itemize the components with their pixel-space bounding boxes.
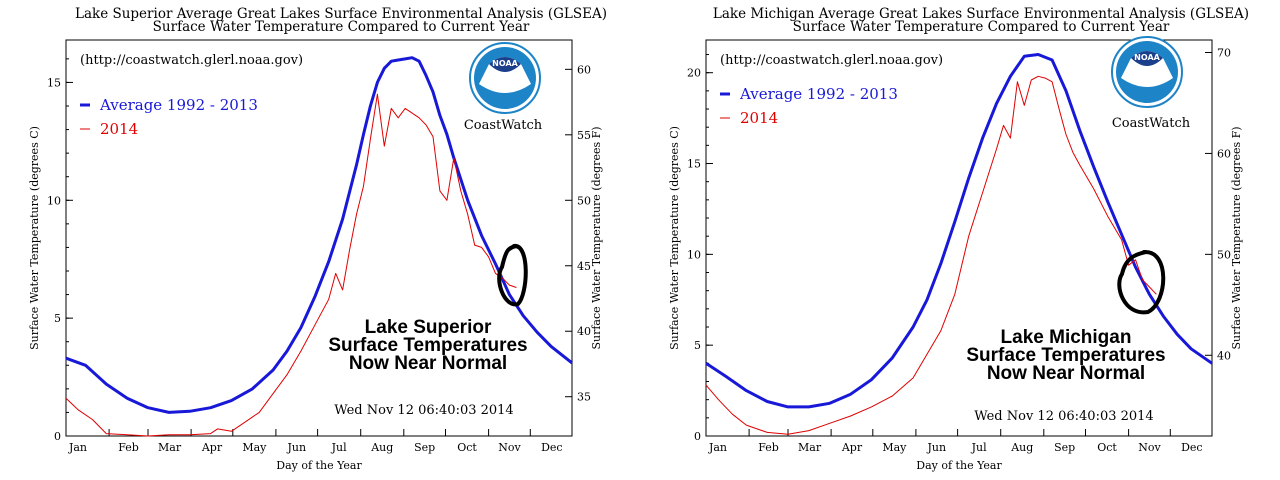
y-right-tick-label: 40	[577, 325, 591, 338]
x-tick-label: Jan	[708, 441, 727, 454]
chart-svg: Lake Michigan Average Great Lakes Surfac…	[668, 6, 1249, 472]
y-right-tick-label: 70	[1217, 47, 1231, 60]
chart-svg: Lake Superior Average Great Lakes Surfac…	[28, 6, 607, 472]
x-tick-label: Oct	[1097, 441, 1117, 454]
y-right-tick-label: 60	[1217, 147, 1231, 160]
legend-label-average: Average 1992 - 2013	[99, 96, 258, 114]
x-tick-label: Apr	[201, 441, 223, 454]
x-tick-label: May	[242, 441, 267, 454]
x-tick-label: Mar	[158, 441, 182, 454]
y-tick-label: 5	[54, 312, 61, 325]
x-tick-label: Oct	[457, 441, 477, 454]
timestamp: Wed Nov 12 06:40:03 2014	[334, 403, 513, 418]
chart-subtitle: Surface Water Temperature Compared to Cu…	[153, 19, 530, 35]
timestamp: Wed Nov 12 06:40:03 2014	[974, 409, 1153, 424]
legend-label-2014: 2014	[740, 109, 778, 127]
x-tick-label: Jul	[971, 441, 987, 454]
y-right-tick-label: 50	[577, 194, 591, 207]
source-url: (http://coastwatch.glerl.noaa.gov)	[80, 53, 303, 68]
x-tick-label: Nov	[498, 441, 521, 454]
highlight-circle	[1117, 249, 1166, 315]
chart-title: Lake Superior Average Great Lakes Surfac…	[75, 6, 607, 22]
chart-title: Lake Michigan Average Great Lakes Surfac…	[713, 6, 1249, 22]
coastwatch-credit: CoastWatch	[464, 118, 543, 133]
x-tick-label: Feb	[118, 441, 139, 454]
y-tick-label: 5	[694, 339, 701, 352]
x-tick-label: Sep	[414, 441, 435, 454]
current-year-series-line	[705, 75, 1157, 435]
x-tick-label: Jan	[68, 441, 87, 454]
y-tick-label: 10	[47, 194, 61, 207]
y-right-tick-label: 50	[1217, 248, 1231, 261]
y-tick-label: 0	[694, 430, 701, 443]
x-tick-label: Mar	[798, 441, 822, 454]
y-right-tick-label: 45	[577, 260, 591, 273]
x-tick-label: Dec	[541, 441, 563, 454]
x-tick-label: Sep	[1054, 441, 1075, 454]
x-tick-label: Jul	[331, 441, 347, 454]
noaa-logo-icon: NOAA	[1111, 36, 1183, 108]
logo-text: NOAA	[1134, 53, 1160, 62]
x-tick-label: May	[882, 441, 907, 454]
plot-frame	[65, 39, 573, 437]
x-axis-label: Day of the Year	[916, 459, 1002, 472]
y-right-tick-label: 35	[577, 391, 591, 404]
annotation-line: Surface Temperatures	[966, 345, 1165, 366]
annotation-line: Surface Temperatures	[328, 335, 527, 356]
y-tick-label: 15	[687, 158, 701, 171]
annotation-line: Lake Michigan	[1001, 327, 1132, 348]
x-axis-label: Day of the Year	[276, 459, 362, 472]
annotation-line: Lake Superior	[365, 317, 492, 338]
annotation-line: Now Near Normal	[987, 363, 1145, 384]
y-tick-label: 20	[687, 67, 701, 80]
x-tick-label: Apr	[841, 441, 863, 454]
average-series-line	[65, 56, 573, 414]
x-tick-label: Aug	[1010, 441, 1033, 454]
highlight-circle	[497, 244, 528, 307]
current-year-series-line	[65, 93, 517, 437]
y-right-axis-label: Surface Water Temperature (degrees F)	[1230, 126, 1243, 349]
noaa-logo-icon: NOAA	[469, 42, 541, 114]
source-url: (http://coastwatch.glerl.noaa.gov)	[720, 53, 943, 68]
y-right-tick-label: 40	[1217, 349, 1231, 362]
y-right-axis-label: Surface Water Temperature (degrees F)	[590, 126, 603, 349]
y-right-tick-label: 55	[577, 129, 591, 142]
x-tick-label: Feb	[758, 441, 779, 454]
x-tick-label: Nov	[1138, 441, 1161, 454]
legend-label-2014: 2014	[100, 120, 138, 138]
logo-wing	[1131, 51, 1163, 66]
lake-superior-panel: Lake Superior Average Great Lakes Surfac…	[28, 6, 607, 472]
coastwatch-credit: CoastWatch	[1112, 116, 1191, 131]
logo-wing	[489, 57, 521, 72]
x-tick-label: Jun	[926, 441, 946, 454]
annotation-line: Now Near Normal	[349, 353, 507, 374]
y-tick-label: 10	[687, 248, 701, 261]
x-tick-label: Jun	[286, 441, 306, 454]
lake-michigan-panel: Lake Michigan Average Great Lakes Surfac…	[640, 0, 1280, 480]
logo-text: NOAA	[492, 59, 518, 68]
legend-label-average: Average 1992 - 2013	[739, 85, 898, 103]
y-tick-label: 15	[47, 76, 61, 89]
chart-subtitle: Surface Water Temperature Compared to Cu…	[793, 19, 1170, 35]
x-tick-label: Aug	[370, 441, 393, 454]
y-tick-label: 0	[54, 430, 61, 443]
y-axis-label: Surface Water Temperature (degrees C)	[28, 126, 41, 350]
plot-frame	[705, 39, 1213, 437]
y-right-tick-label: 60	[577, 63, 591, 76]
x-tick-label: Dec	[1181, 441, 1203, 454]
y-axis-label: Surface Water Temperature (degrees C)	[668, 126, 681, 350]
